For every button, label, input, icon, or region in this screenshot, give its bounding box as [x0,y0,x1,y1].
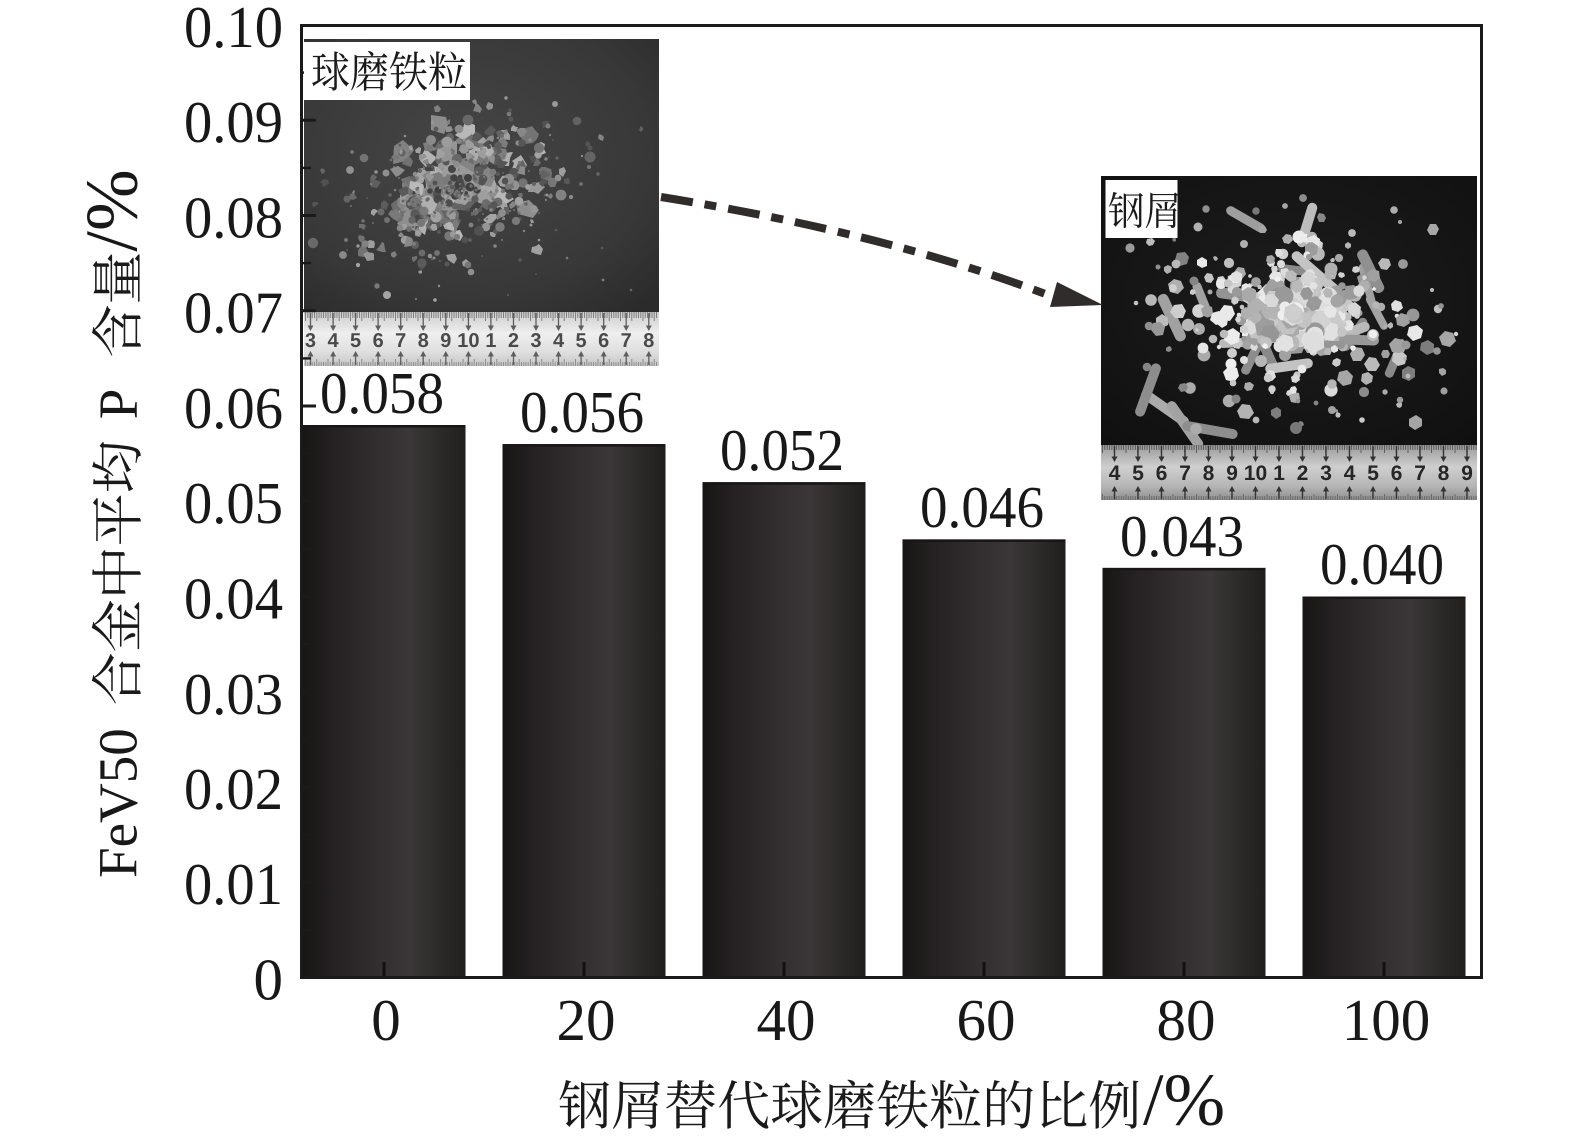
svg-text:0.052: 0.052 [720,417,844,483]
svg-text:20: 20 [557,987,616,1053]
svg-text:40: 40 [757,987,816,1053]
svg-text:0.056: 0.056 [520,379,644,445]
svg-text:0: 0 [371,987,401,1053]
svg-text:0.06: 0.06 [184,375,283,441]
svg-text:FeV50: FeV50 [88,728,149,878]
svg-text:P: P [88,389,149,420]
svg-text:0.058: 0.058 [320,360,444,426]
svg-text:0.046: 0.046 [920,474,1044,540]
svg-text:60: 60 [957,987,1016,1053]
svg-text:0.02: 0.02 [184,756,283,822]
svg-text:0.040: 0.040 [1320,531,1444,597]
svg-text:0.03: 0.03 [184,661,283,727]
svg-text:0.05: 0.05 [184,470,283,536]
svg-text:100: 100 [1342,987,1431,1053]
svg-text:80: 80 [1157,987,1216,1053]
svg-text:0.09: 0.09 [184,89,283,155]
svg-text:/%: /% [1143,1060,1225,1141]
svg-text:0.043: 0.043 [1120,503,1244,569]
svg-text:0: 0 [254,947,284,1013]
svg-text:0.08: 0.08 [184,185,283,251]
svg-text:0.04: 0.04 [184,566,283,632]
svg-text:/%: /% [72,169,154,251]
svg-text:0.01: 0.01 [184,851,283,917]
svg-text:0.10: 0.10 [184,0,283,60]
svg-text:0.07: 0.07 [184,280,283,346]
